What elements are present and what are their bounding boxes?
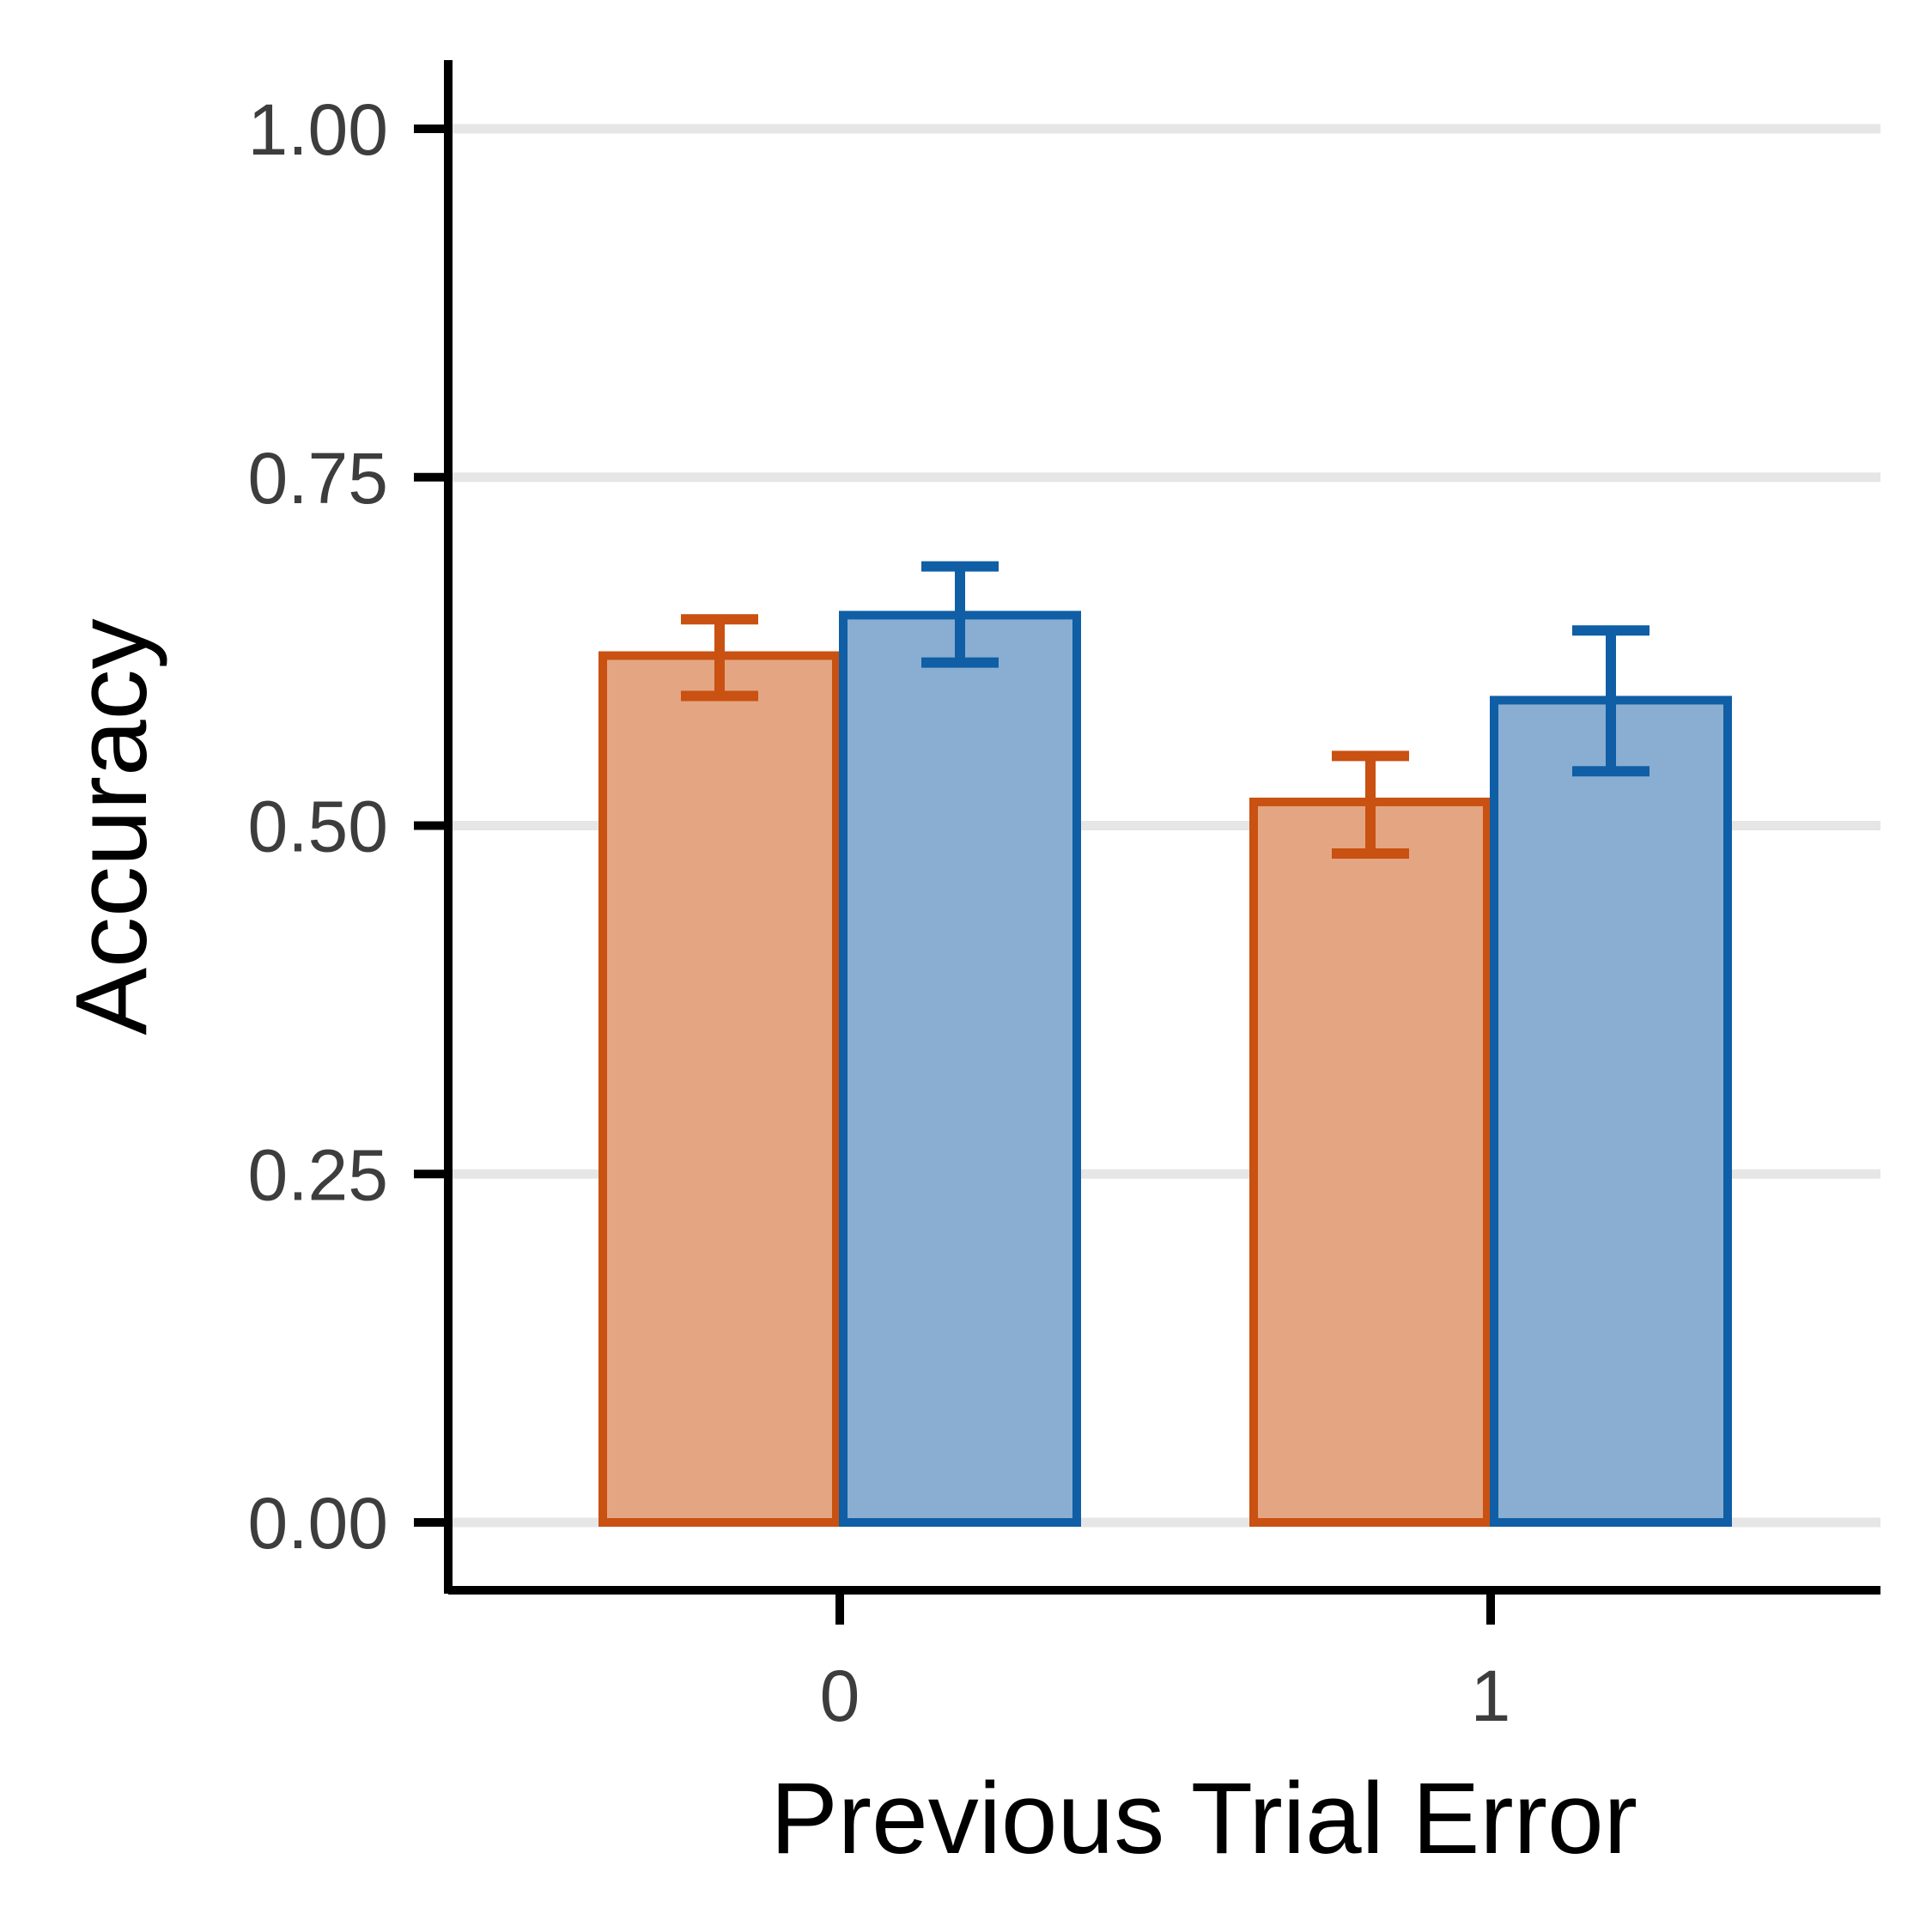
- y-tick-label-0.00: 0.00: [248, 1483, 389, 1564]
- y-tick-label-0.50: 0.50: [248, 787, 389, 867]
- bars: [598, 611, 1732, 1527]
- y-ticks: 0.00 0.25 0.50 0.75 1.00: [248, 89, 448, 1564]
- x-tick-label-0: 0: [820, 1656, 860, 1736]
- x-tick-label-1: 1: [1471, 1656, 1511, 1736]
- y-tick-label-0.25: 0.25: [248, 1134, 389, 1215]
- bar-0-series-2: [839, 611, 1081, 1527]
- bar-0-series-1: [598, 651, 841, 1527]
- y-tick-label-0.75: 0.75: [248, 438, 389, 519]
- x-axis-title: Previous Trial Error: [770, 1762, 1637, 1875]
- bar-1-series-2: [1490, 696, 1732, 1527]
- errorbar-0-series-2: [921, 561, 999, 668]
- bar-1-series-1: [1249, 797, 1492, 1527]
- errorbar-1-series-1: [1332, 750, 1409, 859]
- y-tick-label-1.00: 1.00: [248, 89, 389, 170]
- errorbar-0-series-1: [681, 614, 758, 702]
- y-axis-title: Accuracy: [55, 618, 168, 1035]
- errorbar-1-series-2: [1572, 625, 1649, 777]
- error-bars: [681, 561, 1649, 859]
